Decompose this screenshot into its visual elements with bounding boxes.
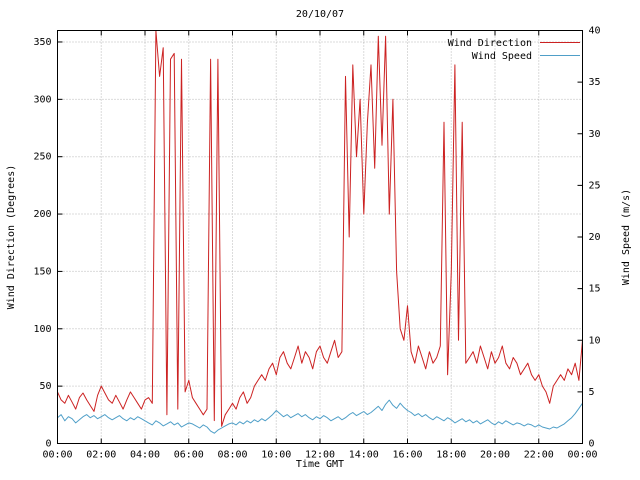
x-tick-label: 04:00 xyxy=(130,450,160,461)
legend: Wind Direction Wind Speed xyxy=(448,38,580,62)
y-axis-label-left: Wind Direction (Degrees) xyxy=(6,165,17,310)
y-axis-label-right: Wind Speed (m/s) xyxy=(621,189,632,285)
x-tick-label: 06:00 xyxy=(174,450,204,461)
x-tick-label: 10:00 xyxy=(261,450,291,461)
y-tick-label-right: 25 xyxy=(589,180,601,191)
x-tick-label: 20:00 xyxy=(480,450,510,461)
y-tick-label-left: 0 xyxy=(45,439,51,450)
x-tick-label: 14:00 xyxy=(349,450,379,461)
y-tick-label-right: 30 xyxy=(589,129,601,140)
axis-ticks: 00:00 02:00 04:00 06:00 08:00 10:00 12:00 14:00… xyxy=(33,26,600,461)
wind-direction-line xyxy=(57,30,583,427)
x-axis-label: Time GMT xyxy=(296,459,344,470)
y-tick-label-right: 0 xyxy=(589,439,595,450)
y-tick-label-right: 10 xyxy=(589,335,601,346)
y-tick-label-right: 40 xyxy=(589,26,601,37)
y-tick-label-left: 350 xyxy=(33,37,51,48)
y-tick-label-right: 15 xyxy=(589,284,601,295)
legend-label-wind-speed: Wind Speed xyxy=(472,51,532,62)
y-tick-label-left: 50 xyxy=(39,381,51,392)
gridlines xyxy=(57,30,583,444)
series-lines xyxy=(57,30,583,434)
y-tick-label-right: 5 xyxy=(589,387,595,398)
x-tick-label: 02:00 xyxy=(86,450,116,461)
y-tick-label-right: 35 xyxy=(589,77,601,88)
chart-title: 20/10/07 xyxy=(296,9,344,20)
x-tick-label: 16:00 xyxy=(392,450,422,461)
y-tick-label-right: 20 xyxy=(589,232,601,243)
y-tick-label-left: 150 xyxy=(33,266,51,277)
y-tick-label-left: 100 xyxy=(33,324,51,335)
wind-speed-line xyxy=(57,399,583,434)
x-tick-label: 12:00 xyxy=(305,450,335,461)
legend-label-wind-direction: Wind Direction xyxy=(448,38,532,49)
x-tick-label: 22:00 xyxy=(524,450,554,461)
x-tick-label: 18:00 xyxy=(436,450,466,461)
x-tick-label: 00:00 xyxy=(567,450,597,461)
x-tick-label: 00:00 xyxy=(42,450,72,461)
y-tick-label-left: 250 xyxy=(33,152,51,163)
x-tick-label: 08:00 xyxy=(217,450,247,461)
y-tick-label-left: 300 xyxy=(33,94,51,105)
y-tick-label-left: 200 xyxy=(33,209,51,220)
